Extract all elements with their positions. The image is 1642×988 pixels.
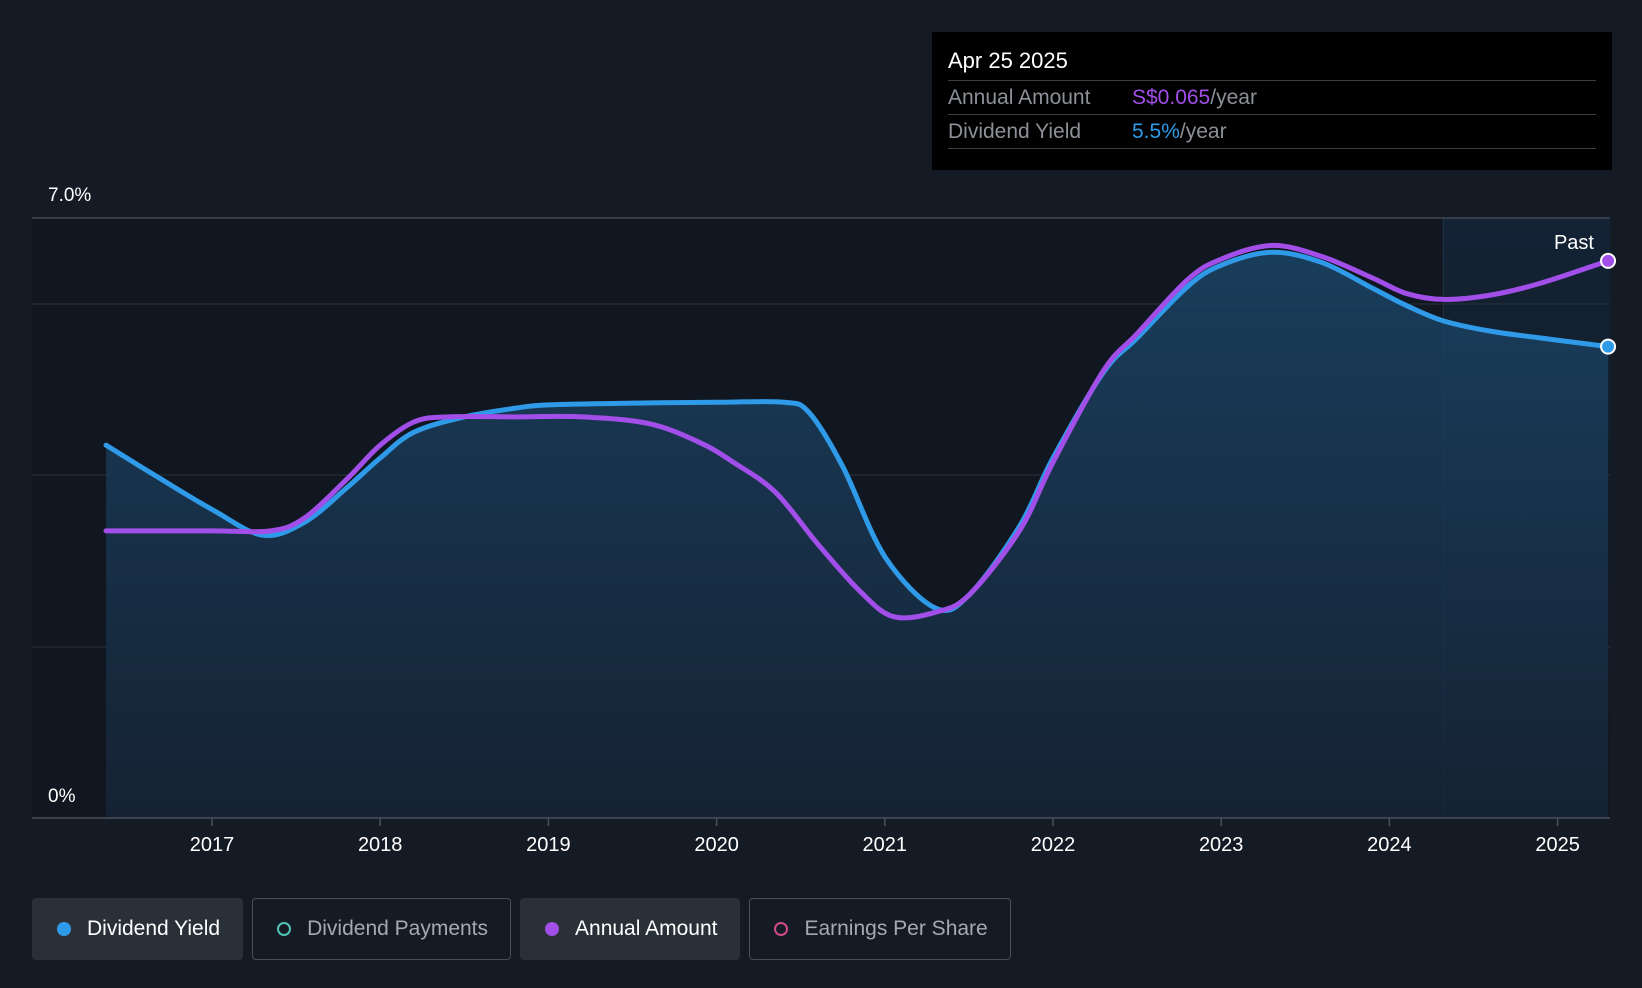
tooltip-row-dividend-yield: Dividend Yield 5.5% /year <box>948 115 1596 149</box>
y-tick-label-max: 7.0% <box>48 185 91 206</box>
x-tick-label: 2019 <box>526 834 571 856</box>
x-tick-label: 2023 <box>1199 834 1244 856</box>
x-tick-label: 2020 <box>694 834 739 856</box>
legend-dividend-yield-button[interactable]: Dividend Yield <box>32 898 244 960</box>
legend-circle-icon <box>774 922 789 936</box>
tooltip-row-annual-amount: Annual Amount S$0.065 /year <box>948 81 1596 115</box>
legend-circle-icon <box>277 922 292 936</box>
annual-amount-end-marker <box>1600 252 1617 269</box>
legend-earnings-per-share-button[interactable]: Earnings Per Share <box>749 898 1011 960</box>
tooltip-label: Annual Amount <box>948 86 1091 109</box>
legend-label: Dividend Payments <box>307 917 489 940</box>
past-label: Past <box>1554 232 1594 254</box>
legend-label: Dividend Yield <box>87 917 221 940</box>
tooltip-unit: /year <box>1179 120 1227 143</box>
x-tick-label: 2024 <box>1367 834 1412 856</box>
x-tick-label: 2022 <box>1031 834 1076 856</box>
tooltip: Apr 25 2025 Annual Amount S$0.065 /year … <box>932 32 1612 170</box>
legend-dot-icon <box>57 922 71 936</box>
dividend-yield-end-marker <box>1600 338 1617 355</box>
annual-amount-line <box>103 242 1611 621</box>
legend-dot-icon <box>545 922 560 936</box>
x-tick-label: 2018 <box>358 834 403 856</box>
x-tick-label: 2017 <box>190 834 235 856</box>
dividend-yield-line <box>103 249 1611 614</box>
legend-label: Earnings Per Share <box>804 917 988 940</box>
tooltip-value: 5.5% <box>1132 120 1180 143</box>
legend-label: Annual Amount <box>575 917 718 940</box>
tooltip-value: S$0.065 <box>1132 86 1211 109</box>
legend-annual-amount-button[interactable]: Annual Amount <box>520 898 741 960</box>
tooltip-date: Apr 25 2025 <box>948 46 1596 81</box>
legend-dividend-payments-button[interactable]: Dividend Payments <box>252 898 512 960</box>
x-tick-label: 2021 <box>863 834 908 856</box>
tooltip-label: Dividend Yield <box>948 120 1082 143</box>
x-tick-label: 2025 <box>1535 834 1580 856</box>
y-tick-label-min: 0% <box>48 786 76 807</box>
tooltip-unit: /year <box>1210 86 1257 109</box>
dividend-yield-area <box>106 252 1609 818</box>
legend: Dividend Yield Dividend Payments Annual … <box>32 898 1020 960</box>
